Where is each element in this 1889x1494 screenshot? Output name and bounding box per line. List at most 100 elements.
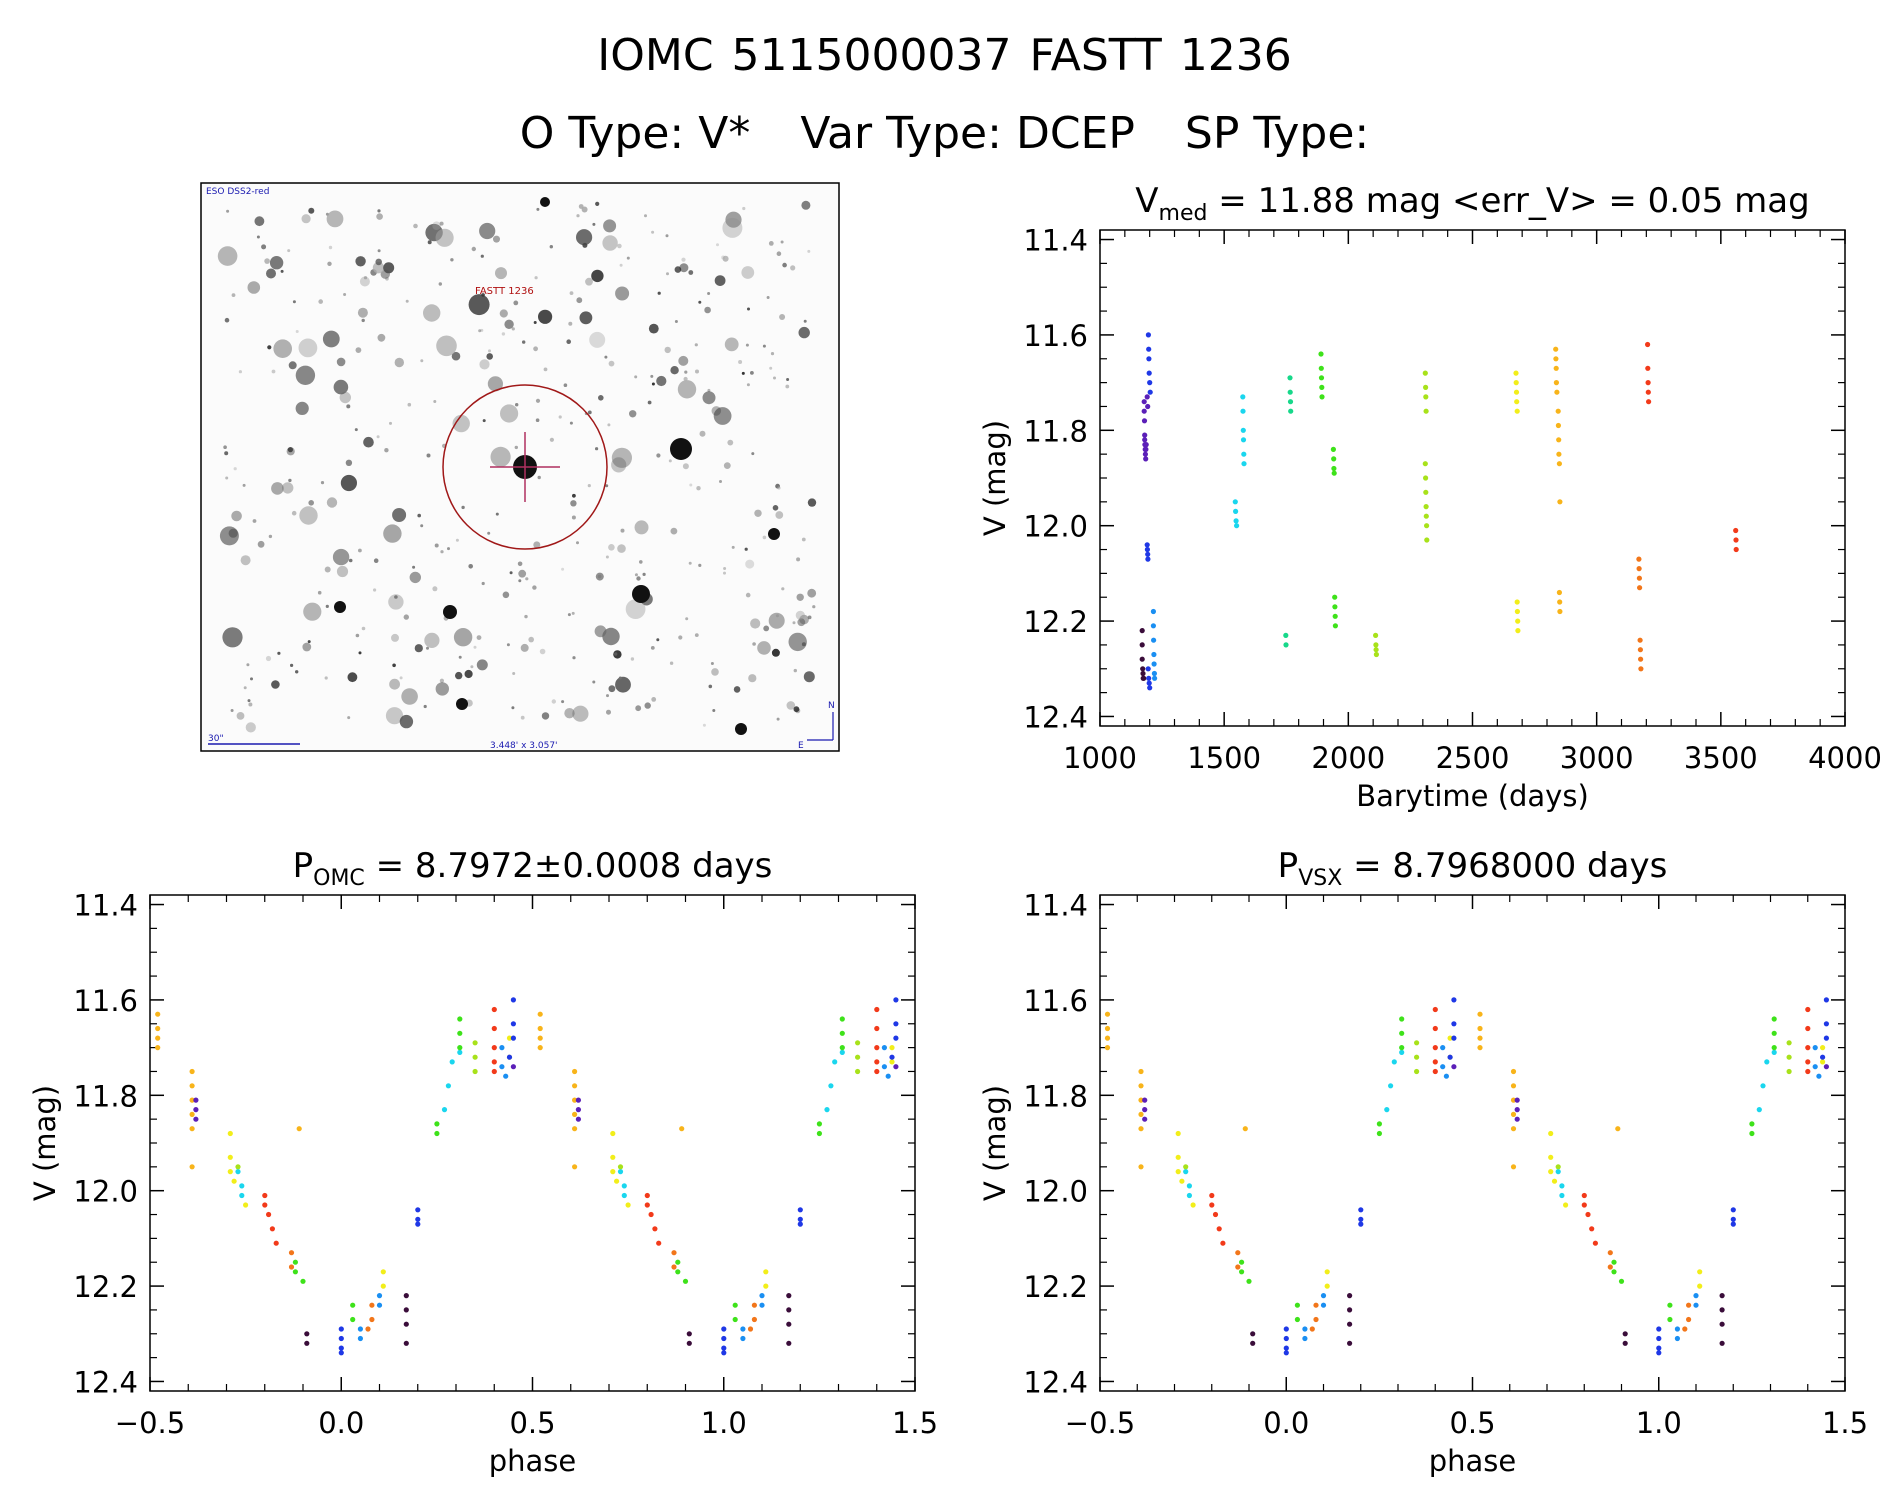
star <box>401 688 418 705</box>
star <box>518 569 527 578</box>
data-point <box>1589 1226 1595 1232</box>
star <box>608 544 615 551</box>
star <box>657 291 661 295</box>
star <box>473 645 477 649</box>
data-point <box>1331 465 1337 472</box>
star <box>522 340 526 344</box>
data-point <box>1432 1059 1438 1065</box>
data-point <box>1376 1130 1382 1137</box>
star <box>799 614 809 625</box>
data-point <box>1414 1040 1420 1046</box>
data-point <box>457 1030 463 1036</box>
star <box>217 246 238 266</box>
star <box>665 234 669 238</box>
star <box>724 337 739 352</box>
x-tick-label: 1.5 <box>892 1406 938 1440</box>
data-point <box>1320 1302 1327 1308</box>
star <box>796 593 804 601</box>
star <box>551 699 556 704</box>
data-point <box>1510 1068 1517 1075</box>
data-point <box>1332 604 1338 610</box>
star <box>592 222 596 226</box>
x-tick-label: 2500 <box>1436 741 1510 775</box>
data-point <box>855 1054 861 1060</box>
star <box>572 705 589 722</box>
star <box>224 451 229 456</box>
data-point <box>1548 1169 1554 1175</box>
data-point <box>1294 1316 1300 1323</box>
star <box>742 206 746 211</box>
data-point <box>1733 527 1739 534</box>
star <box>532 585 537 590</box>
data-point <box>1319 394 1325 400</box>
star <box>664 346 671 354</box>
data-point <box>1143 456 1149 462</box>
star <box>486 353 494 360</box>
data-point <box>1423 475 1429 481</box>
star <box>766 296 770 299</box>
data-point <box>1144 542 1150 548</box>
star <box>450 258 454 262</box>
star <box>345 459 353 466</box>
star <box>295 365 316 385</box>
star <box>520 643 529 652</box>
data-point <box>1510 1111 1517 1117</box>
data-point <box>1477 1035 1483 1041</box>
star <box>535 398 541 403</box>
star <box>358 548 362 553</box>
star <box>480 328 484 332</box>
star <box>581 206 588 213</box>
data-point <box>369 1302 375 1308</box>
data-point <box>1551 1178 1558 1184</box>
data-point <box>625 1202 631 1208</box>
data-point <box>155 1025 161 1032</box>
data-point <box>1730 1216 1736 1222</box>
data-point <box>1239 1259 1245 1265</box>
star <box>695 369 699 374</box>
star <box>517 561 523 567</box>
data-point <box>1656 1335 1662 1342</box>
data-point <box>572 1111 578 1117</box>
data-point <box>1104 1025 1111 1032</box>
star <box>639 560 643 564</box>
star <box>433 400 437 403</box>
star <box>224 317 230 323</box>
x-tick-label: 1.5 <box>1822 1406 1868 1440</box>
data-point <box>472 1054 478 1060</box>
y-axis-label: V (mag) <box>978 420 1012 536</box>
data-point <box>1513 370 1519 376</box>
star <box>392 663 396 668</box>
star <box>403 614 409 620</box>
star <box>735 723 747 735</box>
data-point <box>855 1068 861 1075</box>
data-point <box>1331 470 1337 476</box>
data-point <box>572 1164 578 1170</box>
star <box>482 419 486 423</box>
data-point <box>1347 1293 1353 1299</box>
data-point <box>686 1340 692 1346</box>
data-point <box>338 1335 344 1342</box>
star <box>711 406 722 416</box>
star <box>762 535 767 540</box>
star <box>768 612 785 629</box>
data-point <box>1764 1059 1770 1065</box>
data-point <box>1138 1126 1144 1132</box>
data-point <box>889 1054 895 1060</box>
x-axis-label: Barytime (days) <box>1356 779 1589 813</box>
star <box>678 635 683 640</box>
star <box>571 611 575 615</box>
data-point <box>1313 1302 1319 1308</box>
star <box>326 210 344 228</box>
star <box>775 511 784 519</box>
star <box>355 256 366 267</box>
x-axis-label: phase <box>1429 1444 1517 1478</box>
star <box>231 293 236 297</box>
star <box>688 270 694 275</box>
star <box>247 281 261 294</box>
data-point <box>189 1111 195 1117</box>
star <box>618 676 622 680</box>
star <box>518 579 522 583</box>
data-point <box>575 1116 582 1122</box>
data-point <box>1146 370 1152 376</box>
data-point <box>1645 389 1651 395</box>
